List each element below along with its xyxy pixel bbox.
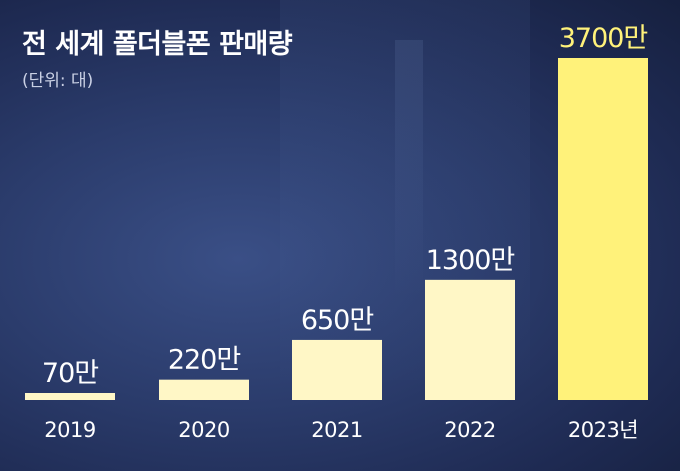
data-label-2019: 70만 [42, 358, 98, 389]
chart-title: 전 세계 폴더블폰 판매량 [22, 29, 293, 60]
x-tick-2020: 2020 [178, 418, 229, 442]
bar-2022 [425, 279, 515, 400]
x-tick-2021: 2021 [311, 418, 362, 442]
chart-unit: (단위: 대) [22, 71, 94, 91]
bar-2019 [25, 393, 115, 400]
x-tick-2022: 2022 [444, 418, 495, 442]
data-label-2023년: 3700만 [559, 23, 648, 54]
bar-2021 [292, 339, 382, 400]
x-tick-2023년: 2023년 [568, 418, 638, 442]
bar-2023년 [558, 58, 648, 400]
bar-2020 [159, 379, 249, 400]
x-tick-2019: 2019 [44, 418, 95, 442]
data-label-2020: 220만 [168, 345, 241, 376]
background-light-strip [395, 40, 423, 300]
data-label-2022: 1300만 [426, 245, 515, 276]
data-label-2021: 650만 [301, 305, 374, 336]
